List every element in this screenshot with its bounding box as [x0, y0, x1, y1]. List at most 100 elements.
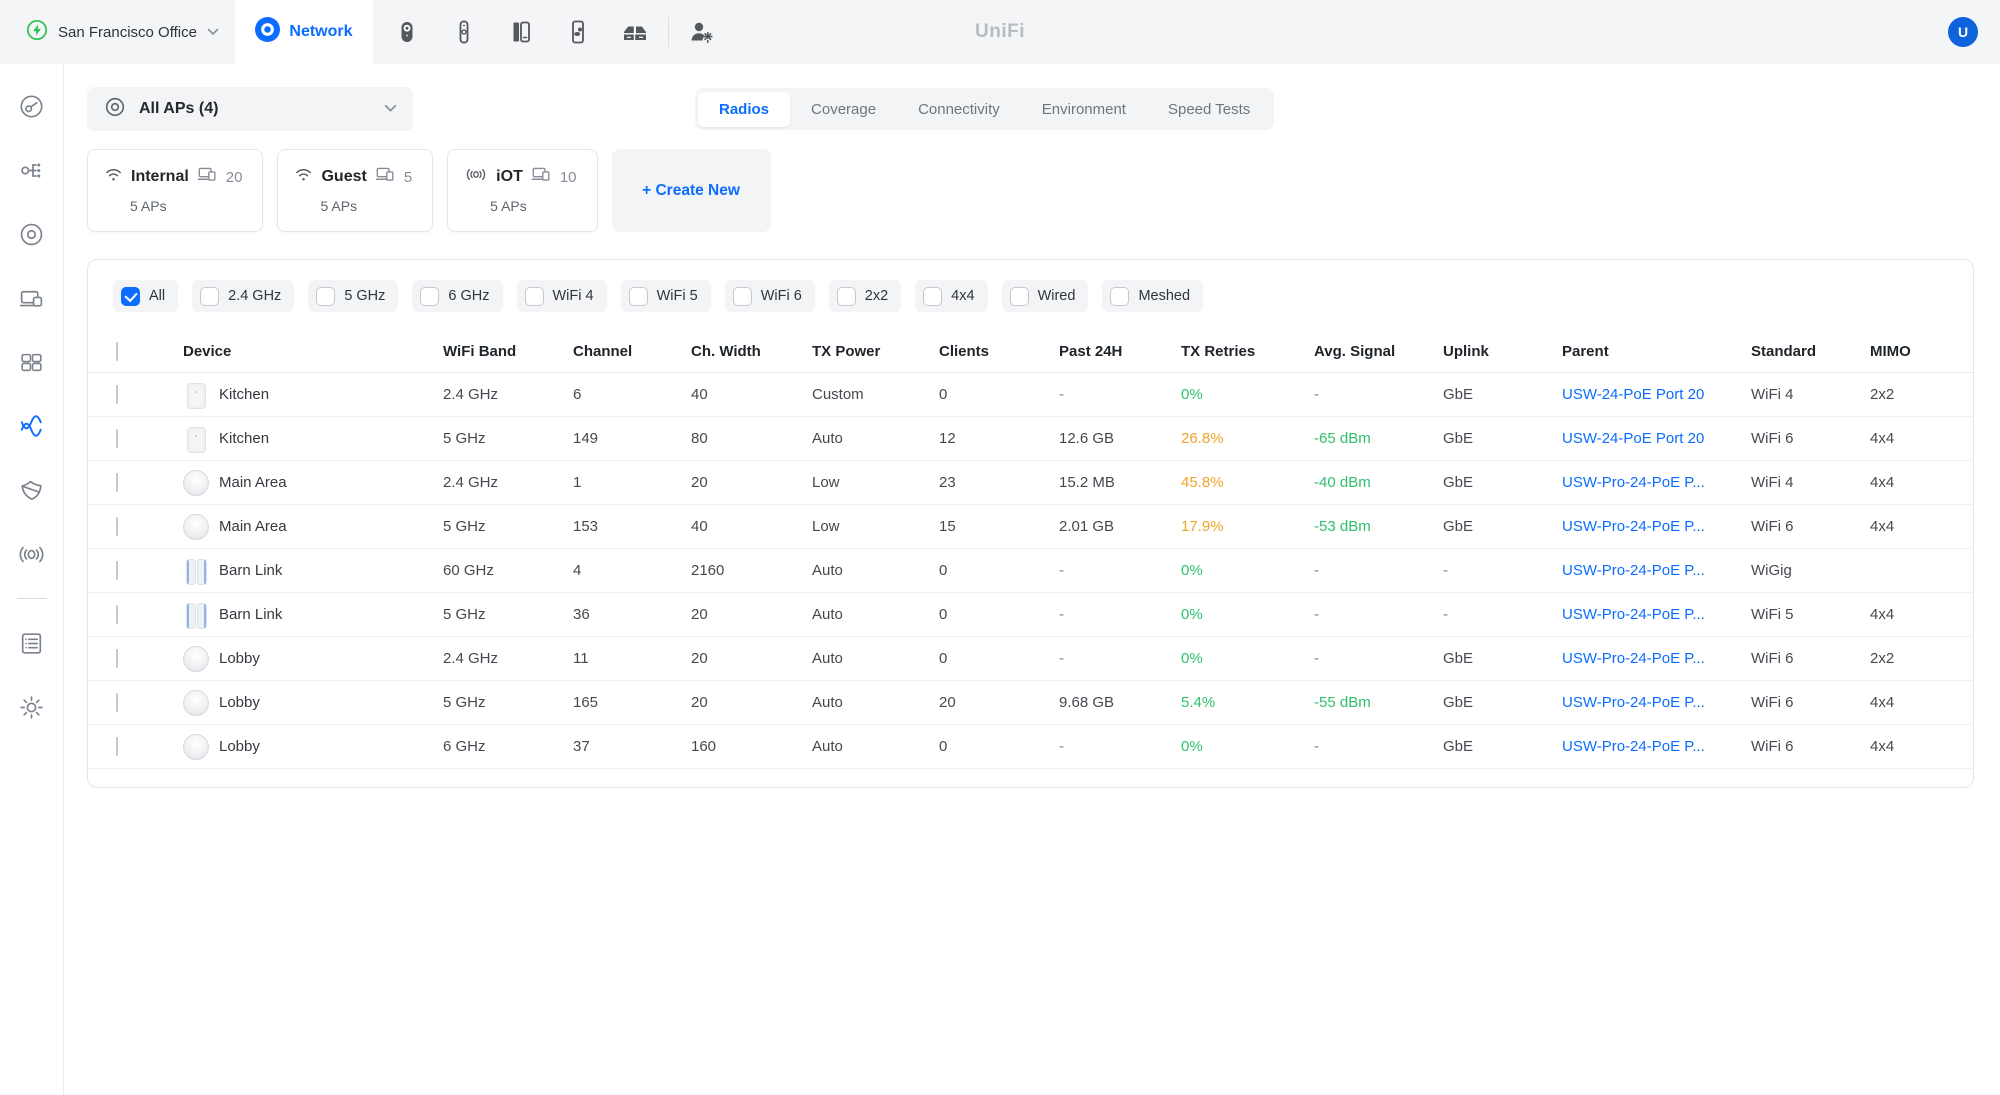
filter-2x2[interactable]: 2x2: [828, 280, 902, 312]
parent-link[interactable]: USW-Pro-24-PoE P...: [1562, 474, 1705, 491]
select-all-checkbox[interactable]: [116, 342, 118, 361]
filter-wifi-5[interactable]: WiFi 5: [620, 280, 711, 312]
row-checkbox[interactable]: [116, 693, 118, 712]
filter-4x4[interactable]: 4x4: [915, 280, 988, 312]
row-checkbox[interactable]: [116, 473, 118, 492]
column-header-mimo[interactable]: MIMO: [1870, 343, 1911, 360]
row-checkbox[interactable]: [116, 517, 118, 536]
table-row[interactable]: Lobby 6 GHz 37 160 Auto 0 - 0% - GbE USW-Pro-24-Po…: [88, 725, 1973, 769]
wlan-name: Internal: [131, 168, 189, 185]
user-avatar[interactable]: U: [1948, 17, 1978, 47]
clients-icon[interactable]: [18, 284, 46, 312]
ap-selector-dropdown[interactable]: All APs (4): [87, 87, 413, 131]
dashboard-icon[interactable]: [18, 92, 46, 120]
wlan-card-guest[interactable]: Guest 5 5 APs: [277, 149, 434, 232]
cell-ch_width: 40: [691, 518, 708, 535]
filter-wifi-4[interactable]: WiFi 4: [516, 280, 607, 312]
logs-icon[interactable]: [18, 629, 46, 657]
nav-tab-network[interactable]: Network: [234, 0, 373, 64]
tab-coverage[interactable]: Coverage: [790, 92, 897, 127]
settings-icon[interactable]: [18, 693, 46, 721]
column-header-standard[interactable]: Standard: [1751, 343, 1817, 360]
tab-speed-tests[interactable]: Speed Tests: [1147, 92, 1271, 127]
filter-wifi-6[interactable]: WiFi 6: [724, 280, 815, 312]
parent-link[interactable]: USW-24-PoE Port 20: [1562, 386, 1705, 403]
chevron-down-icon: [207, 23, 219, 41]
cell-standard: WiFi 4: [1751, 386, 1794, 403]
ap-selector-label: All APs (4): [139, 100, 219, 117]
network-app-icon: [255, 17, 281, 47]
site-selector[interactable]: San Francisco Office: [0, 0, 219, 64]
filter-meshed[interactable]: Meshed: [1102, 280, 1204, 312]
parent-link[interactable]: USW-Pro-24-PoE P...: [1562, 518, 1705, 535]
create-new-button[interactable]: + Create New: [611, 149, 771, 232]
cell-mimo: 4x4: [1870, 606, 1895, 623]
cell-band: 5 GHz: [443, 518, 486, 535]
security-icon[interactable]: [18, 476, 46, 504]
column-header-parent[interactable]: Parent: [1562, 343, 1609, 360]
tab-connectivity[interactable]: Connectivity: [897, 92, 1021, 127]
wlan-card-iot[interactable]: iOT 10 5 APs: [447, 149, 598, 232]
table-row[interactable]: Barn Link 5 GHz 36 20 Auto 0 - 0% - - USW-Pro-24-P…: [88, 593, 1973, 637]
table-row[interactable]: Lobby 5 GHz 165 20 Auto 20 9.68 GB 5.4% -55 dBm G…: [88, 681, 1973, 725]
table-body: Kitchen 2.4 GHz 6 40 Custom 0-0% - GbE USW-24-Po…: [88, 373, 1973, 769]
filter-5-ghz[interactable]: 5 GHz: [308, 280, 399, 312]
wifi-icon[interactable]: [18, 412, 46, 440]
tab-radios[interactable]: Radios: [698, 91, 791, 127]
row-checkbox[interactable]: [116, 605, 118, 624]
parent-link[interactable]: USW-Pro-24-PoE P...: [1562, 694, 1705, 711]
row-checkbox[interactable]: [116, 429, 118, 448]
cell-clients: 0: [939, 738, 948, 755]
table-row[interactable]: Lobby 2.4 GHz 11 20 Auto 0 - 0% - GbE USW-Pro-24-P…: [88, 637, 1973, 681]
cell-tx_power: Auto: [812, 694, 843, 711]
row-checkbox[interactable]: [116, 649, 118, 668]
sensor-app-icon[interactable]: [436, 0, 493, 64]
table-row[interactable]: Main Area 5 GHz 153 40 Low 15 2.01 GB 17.9% -53 …: [88, 505, 1973, 549]
cell-clients: 0: [939, 386, 948, 403]
table-row[interactable]: Barn Link 60 GHz 4 2160 Auto 0 - 0% - - USW-Pro-24…: [88, 549, 1973, 593]
column-header-avg-signal[interactable]: Avg. Signal: [1314, 343, 1396, 360]
row-checkbox[interactable]: [116, 385, 118, 404]
hotspot-icon[interactable]: [18, 540, 46, 568]
parent-link[interactable]: USW-Pro-24-PoE P...: [1562, 650, 1705, 667]
cell-tx_power: Low: [812, 474, 840, 491]
tab-environment[interactable]: Environment: [1021, 92, 1147, 127]
column-header-past-24h[interactable]: Past 24H: [1059, 343, 1123, 360]
talk-app-icon[interactable]: [493, 0, 550, 64]
column-header-channel[interactable]: Channel: [573, 343, 633, 360]
table-row[interactable]: Kitchen 2.4 GHz 6 40 Custom 0 - 0% - GbE USW-24-Po…: [88, 373, 1973, 417]
camera-app-icon[interactable]: [379, 0, 436, 64]
filter-label: 2x2: [864, 288, 889, 304]
filter-6-ghz[interactable]: 6 GHz: [412, 280, 503, 312]
connect-app-icon[interactable]: [550, 0, 607, 64]
column-header-device[interactable]: Device: [183, 343, 232, 360]
admin-users-app-icon[interactable]: [673, 0, 730, 64]
cell-channel: 153: [573, 518, 599, 535]
wlan-card-internal[interactable]: Internal 20 5 APs: [87, 149, 264, 232]
topology-icon[interactable]: [18, 156, 46, 184]
parent-link[interactable]: USW-Pro-24-PoE P...: [1562, 562, 1705, 579]
column-header-wifi-band[interactable]: WiFi Band: [443, 343, 517, 360]
column-header-uplink[interactable]: Uplink: [1443, 343, 1489, 360]
filter-wired[interactable]: Wired: [1001, 280, 1089, 312]
storage-app-icon[interactable]: [607, 0, 664, 64]
filter-all[interactable]: All: [113, 280, 179, 312]
row-checkbox[interactable]: [116, 737, 118, 756]
parent-link[interactable]: USW-Pro-24-PoE P...: [1562, 606, 1705, 623]
cell-clients: 0: [939, 606, 948, 623]
column-header-tx-power[interactable]: TX Power: [812, 343, 881, 360]
devices-icon[interactable]: [18, 220, 46, 248]
column-header-tx-retries[interactable]: TX Retries: [1181, 343, 1256, 360]
row-checkbox[interactable]: [116, 561, 118, 580]
table-row[interactable]: Kitchen 5 GHz 149 80 Auto 12 12.6 GB 26.8% -65 d…: [88, 417, 1973, 461]
networks-icon[interactable]: [18, 348, 46, 376]
cell-uplink: GbE: [1443, 650, 1474, 667]
parent-link[interactable]: USW-24-PoE Port 20: [1562, 430, 1705, 447]
column-header-ch-width[interactable]: Ch. Width: [691, 343, 761, 360]
column-header-clients[interactable]: Clients: [939, 343, 990, 360]
parent-link[interactable]: USW-Pro-24-PoE P...: [1562, 738, 1705, 755]
filter-2.4-ghz[interactable]: 2.4 GHz: [192, 280, 295, 312]
cell-band: 6 GHz: [443, 738, 486, 755]
table-row[interactable]: Main Area 2.4 GHz 1 20 Low 23 15.2 MB 45.8% -40 …: [88, 461, 1973, 505]
